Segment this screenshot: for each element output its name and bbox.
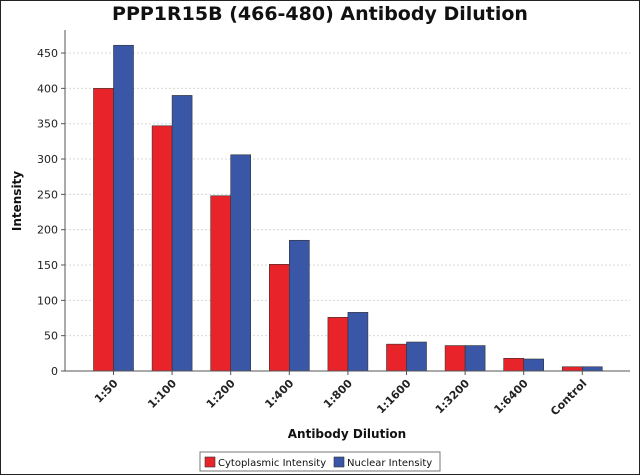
bar-nuclear: [523, 358, 545, 372]
y-tick-label: 100: [37, 294, 58, 307]
bar-nuclear: [347, 312, 369, 372]
chart-title: PPP1R15B (466-480) Antibody Dilution: [112, 3, 528, 25]
y-tick-label: 450: [37, 47, 58, 60]
legend-label-nuclear: Nuclear Intensity: [347, 458, 432, 469]
bar-nuclear: [230, 154, 251, 372]
y-tick-label: 350: [37, 118, 58, 131]
y-tick-label: 400: [37, 82, 58, 95]
x-axis-label: Antibody Dilution: [288, 427, 406, 441]
legend-label-cytoplasmic: Cytoplasmic Intensity: [218, 458, 326, 469]
y-tick-label: 0: [51, 365, 58, 378]
bar-cytoplasmic: [386, 343, 407, 372]
bar-nuclear: [406, 341, 427, 372]
bar-nuclear: [581, 366, 603, 372]
y-tick-label: 200: [37, 224, 58, 237]
bar-nuclear: [464, 345, 486, 372]
y-tick-label: 50: [44, 330, 58, 343]
x-tick-label: 1:400: [262, 377, 296, 411]
y-axis-label: Intensity: [10, 171, 24, 231]
bar-cytoplasmic: [444, 345, 466, 372]
bar-cytoplasmic: [151, 125, 173, 372]
bar-cytoplasmic: [210, 195, 231, 372]
bar-cytoplasmic: [268, 264, 290, 372]
x-tick-label: 1:200: [204, 377, 238, 411]
y-tick-label: 250: [37, 188, 58, 201]
x-tick-label: 1:3200: [433, 377, 473, 417]
x-tick-label: 1:50: [92, 377, 121, 406]
legend-swatch-nuclear: [333, 456, 345, 468]
bar-nuclear: [288, 239, 310, 372]
grid-lines: [65, 52, 630, 337]
legend-swatch-cytoplasmic: [204, 456, 216, 468]
bar-cytoplasmic: [503, 357, 525, 372]
legend: Cytoplasmic Intensity Nuclear Intensity: [199, 451, 441, 472]
bar-cytoplasmic: [561, 366, 583, 372]
bars: [93, 44, 603, 372]
x-tick-label: 1:6400: [491, 377, 531, 417]
x-tick-label: 1:100: [145, 377, 179, 411]
bar-cytoplasmic: [93, 88, 114, 372]
x-axis-ticks: 1:50 1:100 1:200 1:400 1:800 1:1600 1:3200 1:64…: [92, 371, 589, 418]
bar-nuclear: [113, 44, 134, 372]
x-tick-label: 1:800: [321, 377, 355, 411]
y-tick-label: 300: [37, 153, 58, 166]
y-tick-label: 150: [37, 259, 58, 272]
x-tick-label: Control: [548, 377, 589, 418]
bar-cytoplasmic: [327, 316, 349, 372]
bar-nuclear: [171, 95, 193, 372]
legend-box: [199, 451, 441, 472]
y-axis-ticks: 0 50 100 150 200 250 300 350 400 450: [37, 47, 65, 378]
x-tick-label: 1:1600: [374, 377, 414, 417]
